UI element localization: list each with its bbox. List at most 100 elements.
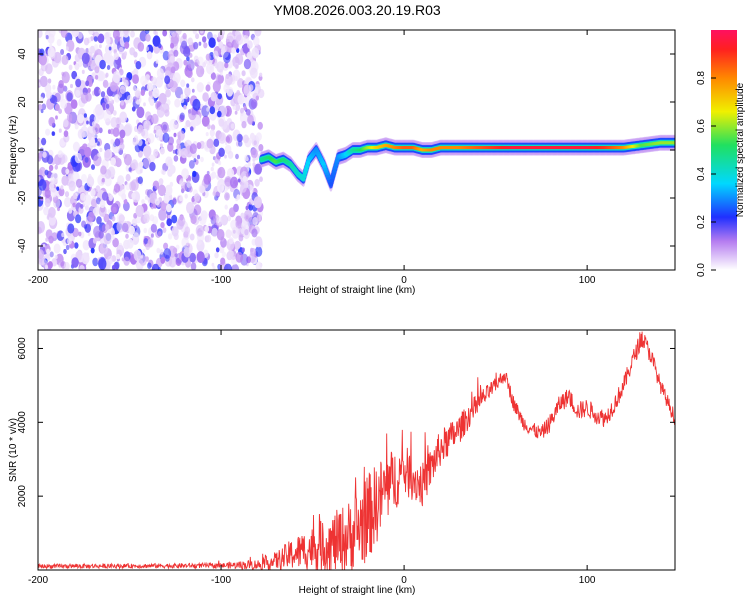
noise-blob xyxy=(225,136,231,143)
ridge-cell xyxy=(302,174,307,178)
noise-blob xyxy=(93,154,102,167)
noise-blob xyxy=(225,41,234,54)
noise-blob xyxy=(164,184,173,197)
noise-blob xyxy=(235,197,239,202)
noise-blob xyxy=(123,198,128,205)
noise-blob xyxy=(107,255,114,265)
noise-blob xyxy=(113,183,121,193)
noise-blob xyxy=(131,106,136,112)
noise-blob xyxy=(251,228,258,238)
noise-blob xyxy=(172,198,177,205)
noise-blob xyxy=(241,120,247,129)
noise-blob xyxy=(173,132,177,138)
noise-blob xyxy=(84,157,89,163)
colorbar-tick-label: 0.8 xyxy=(696,71,707,85)
noise-blob xyxy=(160,222,165,229)
noise-blob xyxy=(77,113,85,124)
noise-blob xyxy=(184,141,188,147)
noise-blob xyxy=(111,215,116,222)
noise-blob xyxy=(188,186,193,193)
noise-blob xyxy=(179,112,185,121)
noise-blob xyxy=(257,121,263,130)
noise-blob xyxy=(45,35,49,40)
noise-blob xyxy=(64,197,72,208)
noise-blob xyxy=(224,192,230,201)
noise-blob xyxy=(117,242,123,251)
noise-blob xyxy=(210,166,214,172)
noise-blob xyxy=(44,169,49,176)
noise-blob xyxy=(128,167,132,172)
noise-blob xyxy=(108,195,113,202)
noise-blob xyxy=(150,233,154,238)
noise-blob xyxy=(38,138,42,146)
noise-blob xyxy=(93,115,100,124)
snr-frame xyxy=(37,329,676,571)
noise-blob xyxy=(64,262,70,270)
noise-blob xyxy=(254,236,263,248)
noise-blob xyxy=(206,138,214,149)
noise-blob xyxy=(44,189,51,199)
noise-blob xyxy=(72,141,80,152)
noise-blob xyxy=(216,61,225,73)
noise-blob xyxy=(48,182,55,190)
noise-blob xyxy=(221,251,226,258)
ridge-cell xyxy=(335,159,340,162)
noise-blob xyxy=(74,152,82,164)
noise-blob xyxy=(250,99,258,109)
noise-blob xyxy=(78,231,82,237)
noise-blob xyxy=(103,110,112,123)
noise-blob xyxy=(190,126,194,132)
noise-blob xyxy=(247,40,253,49)
noise-blob xyxy=(48,116,55,127)
noise-blob xyxy=(163,242,169,250)
noise-blob xyxy=(92,207,99,216)
noise-blob xyxy=(183,247,191,258)
noise-blob xyxy=(215,247,220,253)
noise-blob xyxy=(149,98,155,106)
noise-blob xyxy=(174,98,181,108)
noise-blob xyxy=(104,175,112,187)
noise-blob xyxy=(80,204,84,209)
noise-blob xyxy=(247,114,254,125)
noise-blob xyxy=(94,88,100,97)
noise-blob xyxy=(162,50,170,61)
ridge-cell xyxy=(325,174,331,178)
noise-blob xyxy=(245,205,249,211)
noise-blob xyxy=(95,74,99,80)
noise-blob xyxy=(164,75,171,85)
noise-blob xyxy=(220,257,226,265)
noise-blob xyxy=(151,76,157,85)
ridge-cell xyxy=(328,182,334,186)
noise-blob xyxy=(60,49,65,55)
ridge-cell xyxy=(303,170,308,174)
noise-blob xyxy=(133,249,142,262)
noise-blob xyxy=(203,173,211,185)
noise-blob xyxy=(42,246,46,251)
noise-blob xyxy=(219,71,223,76)
noise-blob xyxy=(171,32,180,44)
noise-blob xyxy=(206,234,212,243)
noise-blob xyxy=(112,71,121,83)
noise-blob xyxy=(83,37,90,46)
noise-blob xyxy=(39,48,45,57)
noise-blob xyxy=(187,63,192,69)
noise-blob xyxy=(158,178,164,186)
noise-blob xyxy=(154,198,160,206)
noise-blob xyxy=(246,171,250,178)
noise-blob xyxy=(153,148,159,157)
noise-blob xyxy=(119,142,125,151)
noise-blob xyxy=(87,87,91,93)
noise-blob xyxy=(39,75,48,88)
noise-blob xyxy=(54,164,58,170)
ridge-cell xyxy=(301,177,306,181)
noise-blob xyxy=(123,79,129,88)
noise-blob xyxy=(97,33,105,44)
noise-blob xyxy=(145,30,150,35)
noise-blob xyxy=(145,140,148,145)
noise-blob xyxy=(40,196,44,201)
noise-blob xyxy=(177,130,185,141)
noise-blob xyxy=(98,230,104,239)
noise-blob xyxy=(79,265,85,270)
noise-blob xyxy=(81,173,87,183)
noise-blob xyxy=(97,152,101,157)
